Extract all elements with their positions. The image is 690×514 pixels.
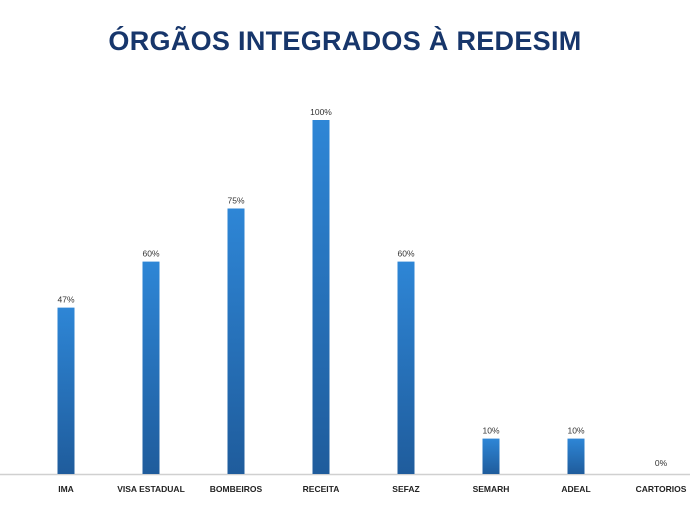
- data-label: 0%: [655, 458, 668, 468]
- bar-bombeiros: [227, 208, 245, 474]
- category-label: SEFAZ: [392, 484, 419, 494]
- data-label: 10%: [482, 426, 499, 436]
- category-label: CARTORIOS: [636, 484, 687, 494]
- bar-visa-estadual: [142, 261, 160, 474]
- data-label: 75%: [227, 196, 244, 206]
- bar-receita: [312, 120, 330, 474]
- bar-semarh: [482, 438, 500, 474]
- bar-sefaz: [397, 261, 415, 474]
- data-label: 60%: [397, 249, 414, 259]
- category-label: BOMBEIROS: [210, 484, 263, 494]
- bar-adeal: [567, 438, 585, 474]
- category-label: ADEAL: [561, 484, 590, 494]
- data-label: 60%: [142, 249, 159, 259]
- chart-title: ÓRGÃOS INTEGRADOS À REDESIM: [108, 26, 582, 56]
- bar-ima: [57, 307, 75, 474]
- category-label: RECEITA: [303, 484, 340, 494]
- data-label: 100%: [310, 107, 332, 117]
- category-label: SEMARH: [473, 484, 510, 494]
- category-label: VISA ESTADUAL: [117, 484, 185, 494]
- category-label: IMA: [58, 484, 74, 494]
- data-label: 47%: [57, 295, 74, 305]
- data-label: 10%: [567, 426, 584, 436]
